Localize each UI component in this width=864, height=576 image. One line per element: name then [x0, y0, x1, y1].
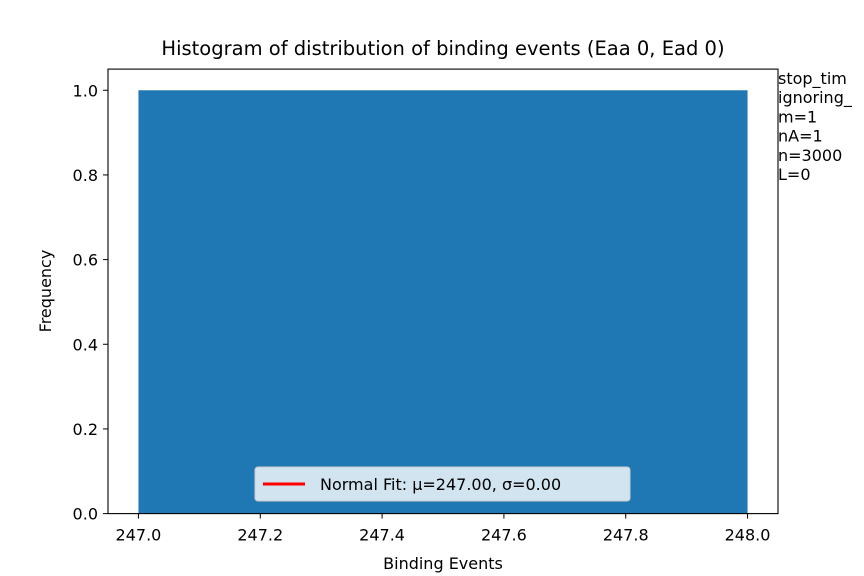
- x-tick-label: 248.0: [725, 526, 771, 545]
- x-tick-label: 247.0: [116, 526, 162, 545]
- y-tick-label: 1.0: [73, 81, 98, 100]
- x-tick-label: 247.2: [237, 526, 283, 545]
- legend-box: [254, 466, 631, 502]
- side-note-line: n=3000: [778, 146, 842, 165]
- y-tick-label: 0.4: [73, 335, 98, 354]
- bars-group: [138, 90, 748, 514]
- legend-entry-label: Normal Fit: μ=247.00, σ=0.00: [320, 475, 561, 494]
- x-tick-label: 247.8: [603, 526, 649, 545]
- side-note-line: nA=1: [778, 127, 823, 146]
- plot-frame: [107, 68, 779, 515]
- legend: Normal Fit: μ=247.00, σ=0.00: [254, 466, 631, 502]
- x-tick-label: 247.6: [481, 526, 527, 545]
- y-tick-label: 0.2: [73, 420, 98, 439]
- histogram-bar: [138, 90, 748, 514]
- x-tick-label: 247.4: [359, 526, 405, 545]
- y-axis-label: Frequency: [36, 250, 55, 333]
- y-tick-label: 0.0: [73, 505, 98, 524]
- side-note-line: L=0: [778, 165, 811, 184]
- y-tick-label: 0.6: [73, 251, 98, 270]
- x-axis-label: Binding Events: [383, 554, 503, 573]
- y-axis-ticks: 0.0 0.2 0.4 0.6 0.8 1.0: [73, 81, 108, 524]
- chart-title: Histogram of distribution of binding eve…: [161, 37, 724, 60]
- side-note-line: stop_tim: [778, 69, 847, 89]
- side-note-line: m=1: [778, 107, 817, 126]
- x-axis-ticks: 247.0 247.2 247.4 247.6 247.8 248.0: [116, 513, 771, 545]
- side-note-line: ignoring_: [778, 88, 853, 108]
- y-tick-label: 0.8: [73, 166, 98, 185]
